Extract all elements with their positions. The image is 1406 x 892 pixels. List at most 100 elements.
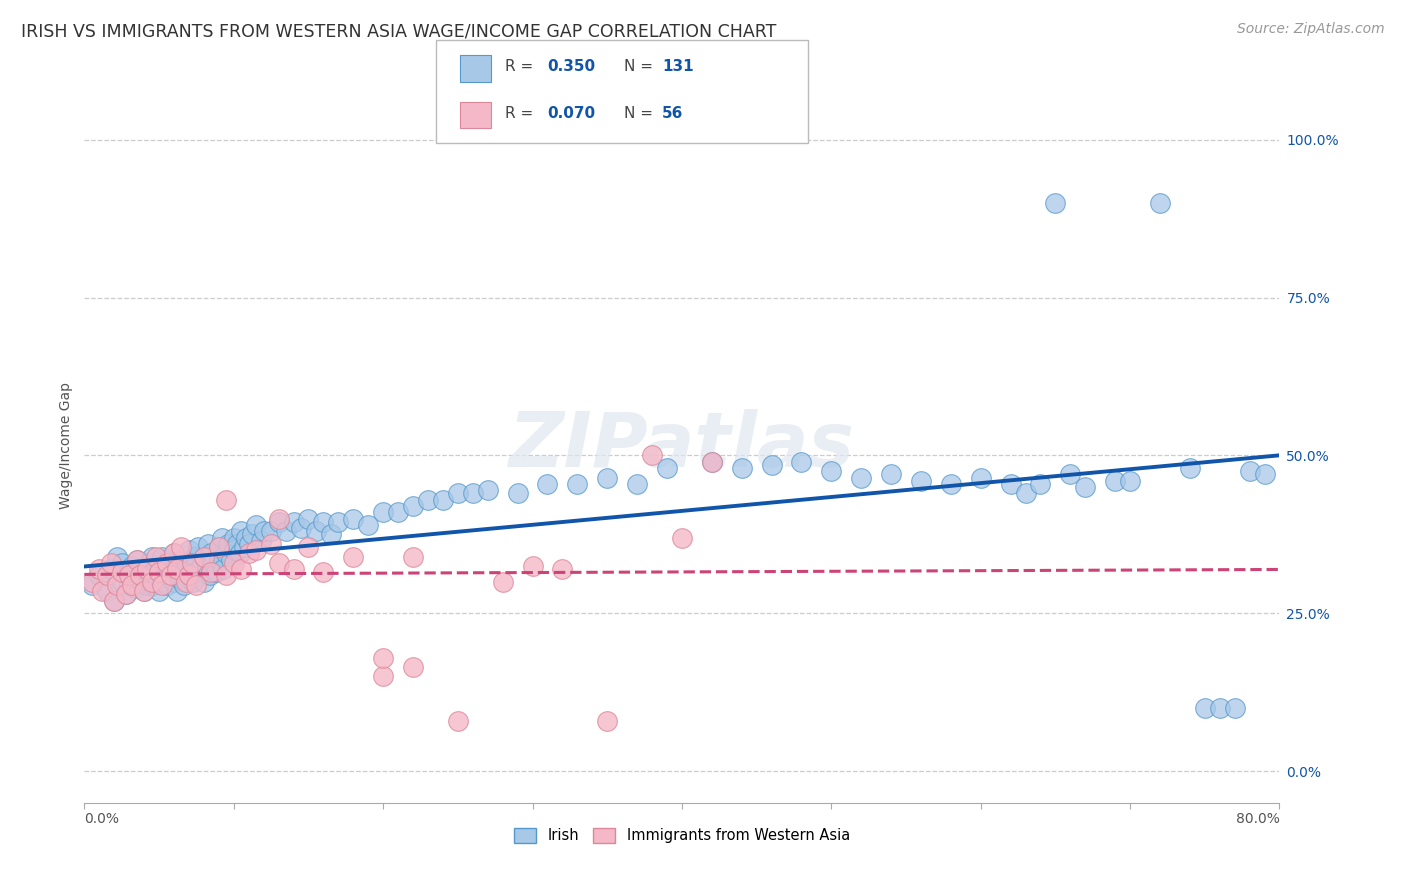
Point [342, 511, 364, 525]
Point [477, 483, 499, 498]
Point [125, 552, 148, 566]
Point [193, 549, 215, 564]
Point [200, 546, 222, 560]
Point [155, 556, 177, 570]
Point [596, 470, 619, 484]
Point [150, 578, 173, 592]
Point [159, 556, 181, 570]
Point [240, 527, 263, 541]
Point [820, 464, 842, 478]
Point [1239, 464, 1261, 478]
Point [166, 562, 188, 576]
Point [115, 587, 138, 601]
Point [297, 511, 319, 525]
Point [111, 574, 134, 589]
Point [245, 543, 267, 558]
Point [215, 492, 238, 507]
Point [249, 533, 271, 548]
Point [215, 568, 238, 582]
Point [201, 556, 224, 570]
Text: 131: 131 [662, 59, 693, 74]
Point [238, 537, 260, 551]
Point [111, 556, 134, 570]
Point [1104, 474, 1126, 488]
Point [235, 531, 257, 545]
Point [267, 511, 290, 525]
Text: R =: R = [505, 59, 538, 74]
Point [1194, 701, 1216, 715]
Point [122, 572, 145, 586]
Point [129, 574, 152, 589]
Point [447, 714, 470, 728]
Point [297, 540, 319, 554]
Point [319, 527, 342, 541]
Point [1149, 195, 1171, 210]
Point [177, 568, 200, 582]
Text: ZIPatlas: ZIPatlas [509, 409, 855, 483]
Text: IRISH VS IMMIGRANTS FROM WESTERN ASIA WAGE/INCOME GAP CORRELATION CHART: IRISH VS IMMIGRANTS FROM WESTERN ASIA WA… [21, 22, 776, 40]
Point [91, 584, 114, 599]
Point [312, 566, 335, 580]
Point [305, 524, 328, 539]
Point [231, 524, 253, 539]
Point [267, 556, 290, 570]
Point [111, 566, 134, 580]
Point [100, 562, 122, 576]
Point [160, 566, 183, 580]
Point [195, 559, 218, 574]
Point [163, 546, 186, 560]
Point [186, 578, 208, 592]
Point [1059, 467, 1081, 482]
Point [121, 578, 143, 592]
Point [506, 486, 529, 500]
Point [136, 578, 159, 592]
Point [174, 574, 197, 589]
Point [118, 566, 141, 580]
Point [387, 505, 409, 519]
Point [567, 476, 589, 491]
Point [402, 660, 425, 674]
Point [193, 549, 215, 564]
Y-axis label: Wage/Income Gap: Wage/Income Gap [59, 383, 73, 509]
Point [1029, 476, 1052, 491]
Point [342, 549, 364, 564]
Point [910, 474, 932, 488]
Point [1253, 467, 1275, 482]
Point [880, 467, 903, 482]
Point [461, 486, 484, 500]
Point [238, 546, 260, 560]
Point [274, 524, 297, 539]
Point [212, 562, 235, 576]
Point [145, 549, 167, 564]
Point [100, 556, 122, 570]
Point [700, 455, 723, 469]
Point [167, 562, 190, 576]
Point [80, 574, 103, 589]
Point [96, 568, 118, 582]
Point [217, 537, 239, 551]
Point [177, 543, 200, 558]
Point [551, 562, 574, 576]
Point [118, 568, 141, 582]
Point [150, 549, 173, 564]
Text: 0.350: 0.350 [547, 59, 595, 74]
Point [152, 574, 174, 589]
Point [124, 581, 146, 595]
Point [211, 531, 233, 545]
Point [143, 562, 166, 576]
Point [177, 568, 200, 582]
Point [148, 566, 170, 580]
Point [128, 568, 150, 582]
Point [193, 574, 215, 589]
Point [373, 505, 395, 519]
Point [153, 559, 176, 574]
Point [492, 574, 515, 589]
Point [136, 562, 159, 576]
Point [80, 578, 103, 592]
Point [228, 546, 252, 560]
Point [166, 584, 188, 599]
Point [103, 593, 125, 607]
Point [522, 559, 544, 574]
Point [170, 552, 193, 566]
Point [626, 476, 648, 491]
